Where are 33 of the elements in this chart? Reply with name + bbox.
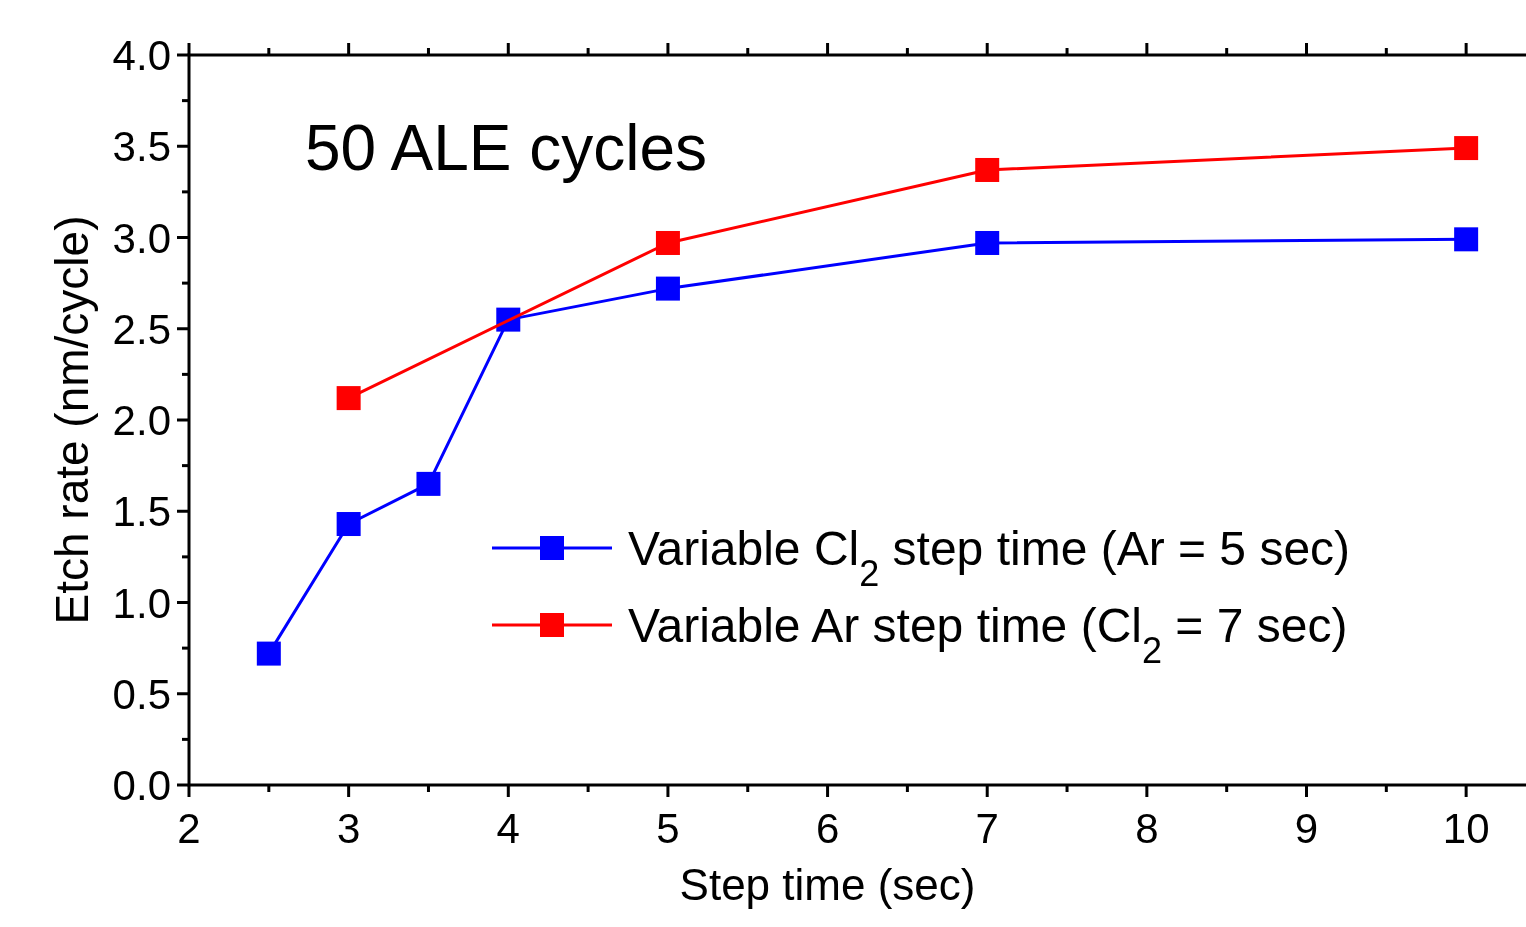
point [655,230,680,255]
y-axis-title: Etch rate (nm/cycle) [46,215,98,625]
x-tick-label: 7 [975,805,999,852]
x-axis-title: Step time (sec) [679,860,976,909]
point [975,157,1000,182]
x-tick-label: 10 [1442,805,1490,852]
y-tick-label: 2.5 [112,305,171,353]
point [655,276,680,301]
point [336,512,361,537]
y-tick-label: 1.0 [112,579,171,627]
x-tick-label: 4 [496,805,520,852]
annotation: 50 ALE cycles [305,112,707,184]
point [975,230,1000,255]
x-tick-label: 9 [1294,805,1319,852]
y-tick-label: 3.0 [112,214,171,262]
point [1454,227,1479,252]
y-tick-label: 0.0 [112,762,171,809]
x-tick-label: 3 [336,805,361,852]
point [256,641,281,666]
x-tick-label: 5 [656,805,680,852]
y-tick-label: 2.0 [112,397,171,444]
point [1454,136,1479,161]
legend-label: Variable Cl$_{2}$ step time (Ar = 5 sec) [628,522,1351,594]
x-tick-label: 6 [815,805,840,852]
y-tick-label: 3.5 [112,123,171,171]
legend-label: Variable Ar step time (Cl$_{2}$ = 7 sec) [628,599,1348,671]
y-tick-label: 1.5 [112,488,171,536]
y-tick-label: 0.5 [112,670,171,718]
x-tick-label: 8 [1135,805,1159,852]
x-tick-label: 2 [177,805,201,852]
point [416,471,441,496]
y-tick-label: 4.0 [112,32,171,79]
point [336,386,361,411]
